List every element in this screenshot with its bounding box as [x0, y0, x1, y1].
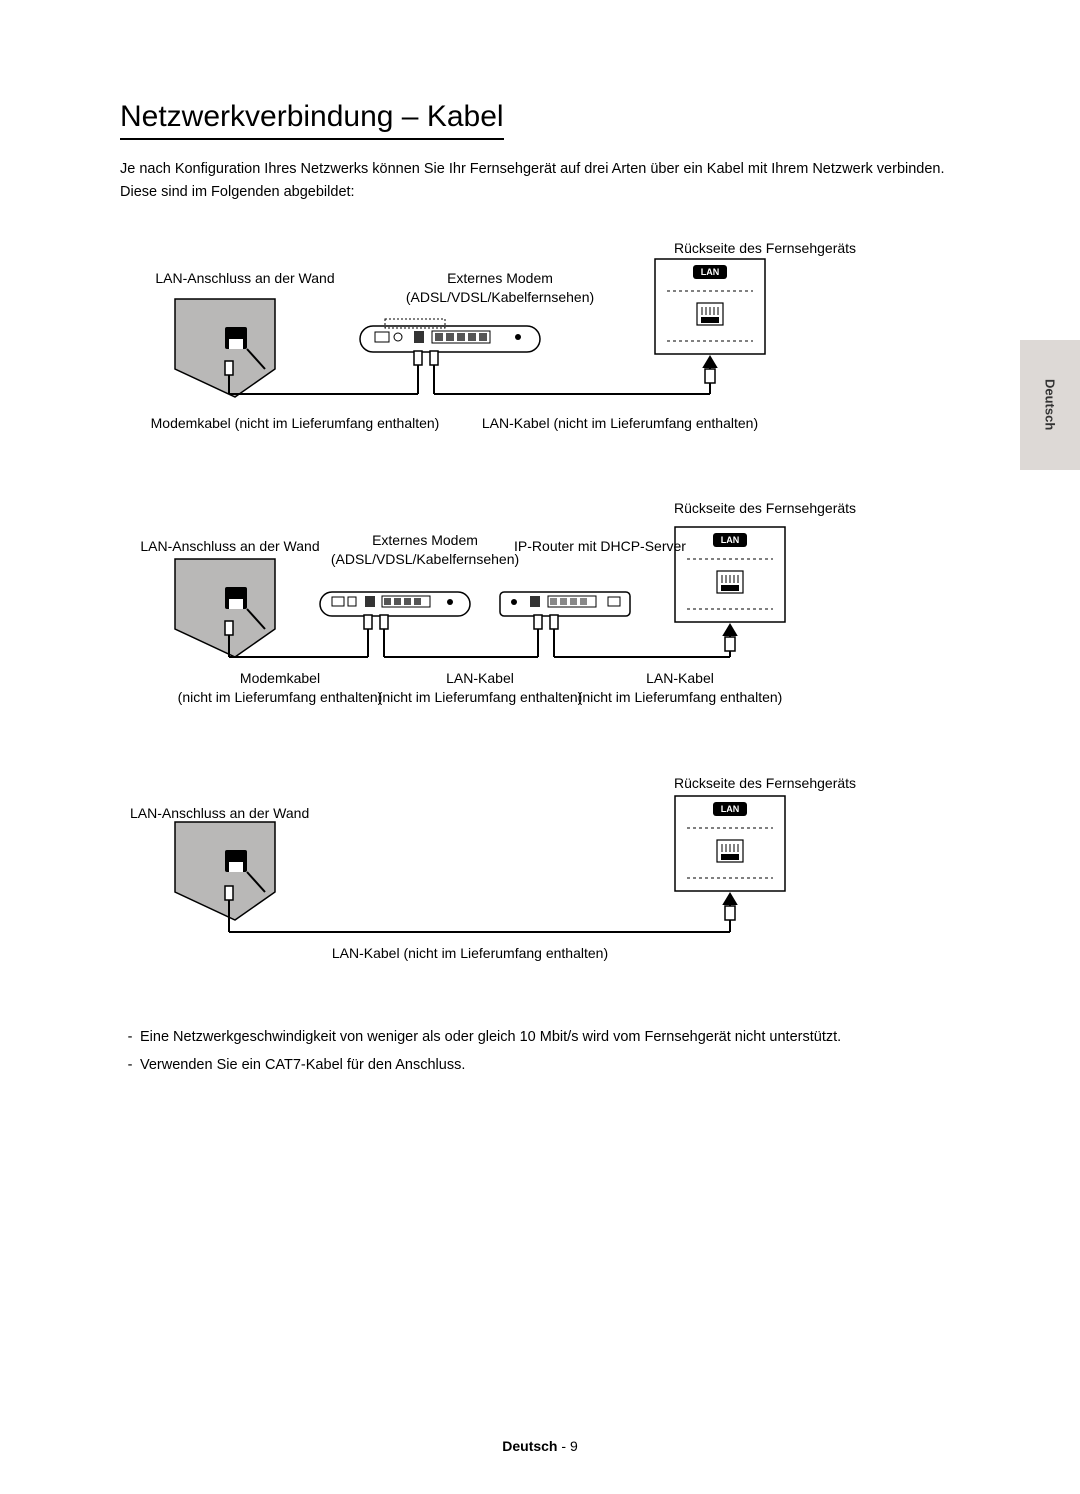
- d2-cable1: Modemkabel (nicht im Lieferumfang enthal…: [175, 669, 385, 705]
- wall-lan-label: LAN-Anschluss an der Wand: [140, 269, 350, 287]
- page-title: Netzwerkverbindung – Kabel: [120, 100, 504, 140]
- diagram-1: Rückseite des Fernsehgeräts LAN-Anschlus…: [120, 239, 970, 449]
- tv-back-label: Rückseite des Fernsehgeräts: [615, 239, 915, 257]
- modem-title-2: Externes Modem: [325, 531, 525, 549]
- note-1: - Eine Netzwerkgeschwindigkeit von wenig…: [120, 1024, 970, 1052]
- tv-back-label-2: Rückseite des Fernsehgeräts: [615, 499, 915, 517]
- svg-text:LAN: LAN: [701, 267, 720, 277]
- language-tab: Deutsch: [1020, 340, 1080, 470]
- notes: - Eine Netzwerkgeschwindigkeit von wenig…: [120, 1024, 970, 1079]
- diagram-2: Rückseite des Fernsehgeräts LAN-Anschlus…: [120, 499, 970, 724]
- wall-lan-label-2: LAN-Anschluss an der Wand: [120, 537, 340, 555]
- wall-lan-label-3: LAN-Anschluss an der Wand: [130, 804, 350, 822]
- d2-cable3: LAN-Kabel (nicht im Lieferumfang enthalt…: [575, 669, 785, 705]
- diagram-3: Rückseite des Fernsehgeräts LAN-Anschlus…: [120, 774, 970, 974]
- d3-cable: LAN-Kabel (nicht im Lieferumfang enthalt…: [300, 944, 640, 962]
- modem-title: Externes Modem: [380, 269, 620, 287]
- router-label: IP-Router mit DHCP-Server: [500, 537, 700, 555]
- modem-sub-2: (ADSL/VDSL/Kabelfernsehen): [325, 550, 525, 568]
- modem-label: Externes Modem (ADSL/VDSL/Kabelfernsehen…: [380, 269, 620, 305]
- svg-text:LAN: LAN: [721, 535, 740, 545]
- diagrams: Rückseite des Fernsehgeräts LAN-Anschlus…: [120, 239, 970, 974]
- tv-back-label-3: Rückseite des Fernsehgeräts: [615, 774, 915, 792]
- modem-cable-label: Modemkabel (nicht im Lieferumfang enthal…: [135, 414, 455, 432]
- modem-sub: (ADSL/VDSL/Kabelfernsehen): [380, 288, 620, 306]
- lan-cable-label: LAN-Kabel (nicht im Lieferumfang enthalt…: [470, 414, 770, 432]
- modem-label-2: Externes Modem (ADSL/VDSL/Kabelfernsehen…: [325, 531, 525, 567]
- d2-cable2: LAN-Kabel (nicht im Lieferumfang enthalt…: [375, 669, 585, 705]
- intro-text: Je nach Konfiguration Ihres Netzwerks kö…: [120, 158, 970, 204]
- page-footer: Deutsch - 9: [0, 1438, 1080, 1454]
- note-2: - Verwenden Sie ein CAT7-Kabel für den A…: [120, 1052, 970, 1080]
- svg-text:LAN: LAN: [721, 804, 740, 814]
